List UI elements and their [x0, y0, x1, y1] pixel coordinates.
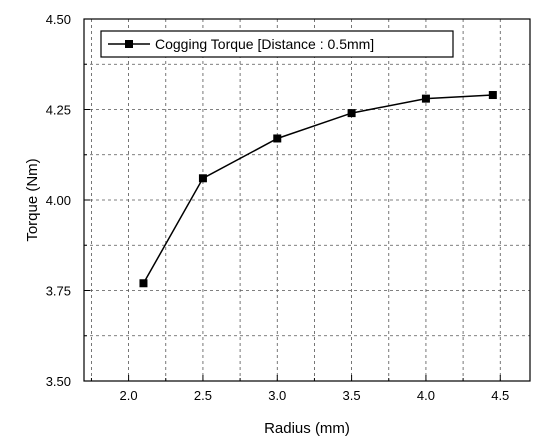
y-tick-label: 3.75 [46, 284, 71, 299]
x-tick-label: 2.5 [194, 388, 212, 403]
legend: Cogging Torque [Distance : 0.5mm] [100, 30, 454, 58]
data-point [139, 279, 148, 288]
x-tick-label: 3.0 [268, 388, 286, 403]
legend-box [100, 30, 454, 58]
data-point [421, 94, 430, 103]
x-tick-label: 3.5 [343, 388, 361, 403]
y-tick-label: 3.50 [46, 374, 71, 389]
legend-marker [125, 40, 133, 48]
x-tick-label: 4.5 [491, 388, 509, 403]
y-axis-title: Torque (Nm) [24, 158, 41, 241]
data-point [273, 134, 282, 143]
data-point [488, 91, 497, 100]
y-tick-label: 4.00 [46, 193, 71, 208]
x-axis-title: Radius (mm) [264, 420, 350, 437]
x-tick-label: 4.0 [417, 388, 435, 403]
data-point [347, 109, 356, 118]
x-tick-label: 2.0 [120, 388, 138, 403]
data-point [198, 174, 207, 183]
y-tick-label: 4.50 [46, 12, 71, 27]
legend-label: Cogging Torque [Distance : 0.5mm] [155, 36, 374, 52]
grid-lines [84, 19, 530, 381]
series-line [142, 94, 493, 284]
axis-ticks: 2.0 2.5 3.0 3.5 4.0 4.5 3.50 3.75 4.00 4.25 4.50 [46, 12, 510, 403]
y-tick-label: 4.25 [46, 103, 71, 118]
series-group [139, 91, 497, 288]
